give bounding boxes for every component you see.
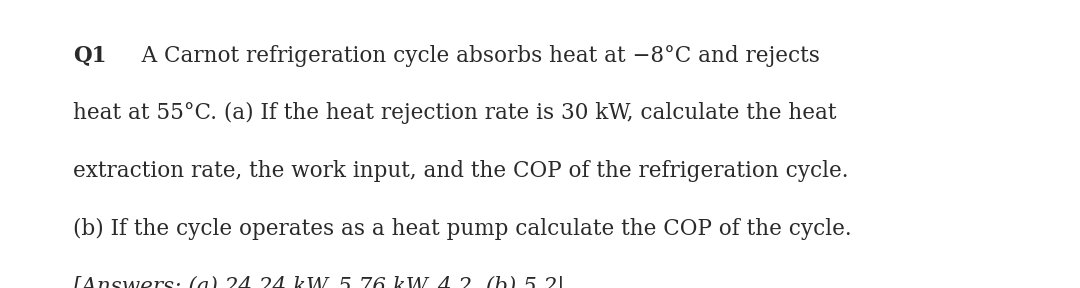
Text: extraction rate, the work input, and the COP of the refrigeration cycle.: extraction rate, the work input, and the… <box>73 160 849 182</box>
Text: [Answers: (a) 24.24 kW, 5.76 kW, 4.2, (b) 5.2|: [Answers: (a) 24.24 kW, 5.76 kW, 4.2, (b… <box>73 275 565 288</box>
Text: heat at 55°C. (a) If the heat rejection rate is 30 kW, calculate the heat: heat at 55°C. (a) If the heat rejection … <box>73 102 837 124</box>
Text: (b) If the cycle operates as a heat pump calculate the COP of the cycle.: (b) If the cycle operates as a heat pump… <box>73 217 852 240</box>
Text: Q1: Q1 <box>73 45 107 67</box>
Text: A Carnot refrigeration cycle absorbs heat at −8°C and rejects: A Carnot refrigeration cycle absorbs hea… <box>121 45 820 67</box>
